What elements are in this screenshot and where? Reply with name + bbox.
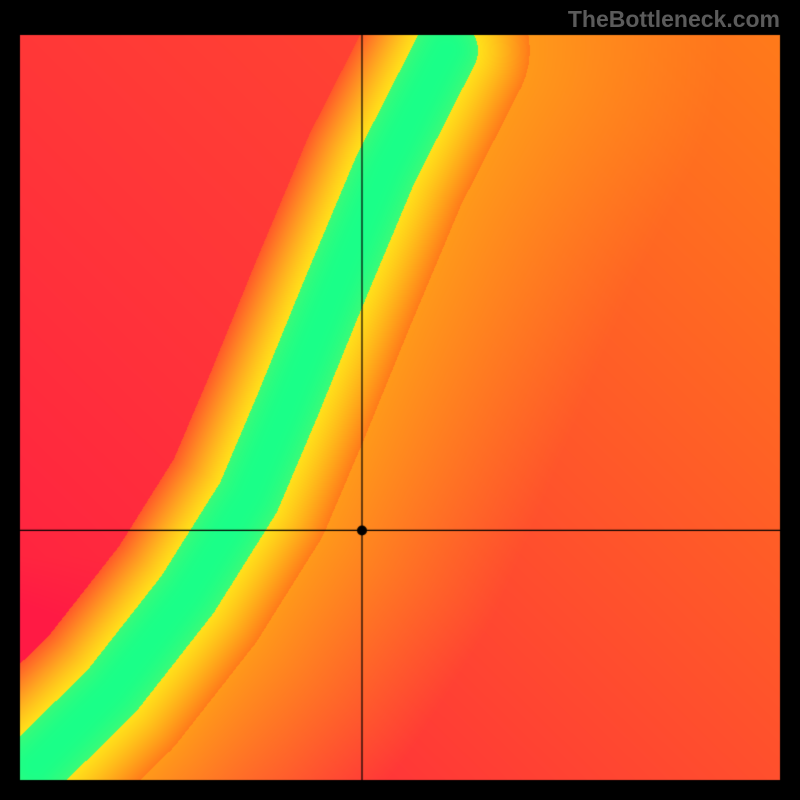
watermark-label: TheBottleneck.com [568,6,780,33]
heatmap-chart [0,0,800,800]
chart-container: TheBottleneck.com [0,0,800,800]
